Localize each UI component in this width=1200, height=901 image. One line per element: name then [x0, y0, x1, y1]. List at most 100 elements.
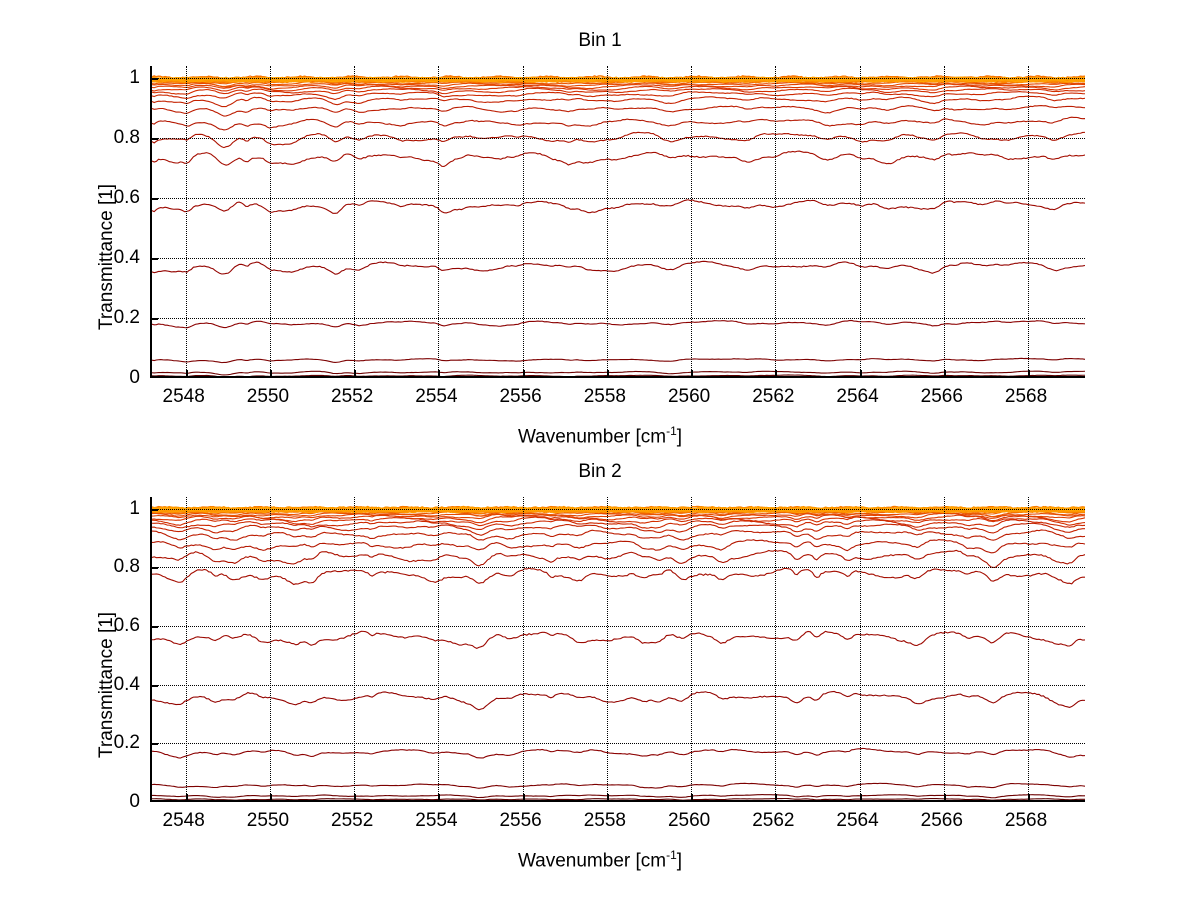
xtick-label: 2564	[836, 810, 879, 831]
spectrum-curve	[152, 567, 1085, 586]
panel-2-xlabel: Wavenumber [cm-1]	[0, 848, 1200, 872]
xtick-mark	[606, 370, 609, 376]
gridline-vertical	[691, 497, 693, 800]
gridline-horizontal	[152, 743, 1085, 745]
panel-1-xlabel: Wavenumber [cm-1]	[0, 424, 1200, 448]
gridline-vertical	[1028, 497, 1030, 800]
gridline-vertical	[775, 497, 777, 800]
xlabel-superscript: -1	[666, 848, 677, 862]
spectrum-curve	[152, 516, 1085, 527]
xtick-label: 2560	[667, 810, 711, 831]
xtick-mark	[859, 794, 862, 800]
xtick-mark	[775, 370, 778, 376]
panel-2-title: Bin 2	[578, 461, 622, 482]
gridline-vertical	[185, 66, 187, 376]
xlabel-base: Wavenumber [cm	[517, 426, 667, 448]
gridline-vertical	[269, 497, 271, 800]
xtick-mark	[691, 370, 694, 376]
xlabel-base: Wavenumber [cm	[517, 850, 667, 872]
gridline-vertical	[269, 66, 271, 376]
xtick-mark	[1028, 794, 1031, 800]
panel-2-curves	[152, 505, 1085, 802]
gridline-vertical	[943, 66, 945, 376]
xtick-mark	[269, 794, 272, 800]
xtick-mark	[354, 370, 357, 376]
xtick-label: 2566	[920, 810, 963, 831]
ytick-label: 0.2	[113, 732, 140, 754]
spectrum-curve	[152, 357, 1085, 364]
xtick-mark	[269, 370, 272, 376]
xtick-label: 2558	[583, 386, 626, 407]
spectrum-curve	[152, 797, 1085, 800]
spectrum-curve	[152, 539, 1085, 554]
gridline-vertical	[354, 497, 356, 800]
spectrum-curve	[152, 150, 1085, 168]
ytick-mark	[152, 508, 158, 511]
xtick-label: 2554	[415, 810, 458, 831]
gridline-vertical	[859, 66, 861, 376]
spectrum-curve	[152, 319, 1085, 329]
panel-1-curves	[152, 75, 1085, 376]
xtick-label: 2566	[920, 386, 963, 407]
gridline-horizontal	[152, 318, 1085, 319]
ytick-mark	[152, 684, 158, 687]
ytick-mark	[152, 626, 158, 629]
xtick-label: 2564	[836, 386, 879, 407]
ytick-label: 0	[129, 791, 140, 812]
gridline-vertical	[522, 497, 524, 800]
spectrum-curve	[152, 116, 1085, 131]
panel-2-plot-area	[150, 497, 1085, 802]
xtick-mark	[859, 370, 862, 376]
xtick-label: 2562	[752, 810, 795, 831]
spectrum-curve	[152, 782, 1085, 789]
gridline-vertical	[438, 497, 440, 800]
ytick-mark	[152, 318, 158, 320]
spectrum-curve	[152, 374, 1085, 376]
xtick-label: 2552	[331, 810, 374, 831]
spectrum-curve	[152, 630, 1085, 649]
xtick-label: 2548	[162, 810, 205, 831]
spectrum-curve	[152, 85, 1085, 92]
xtick-label: 2556	[499, 386, 542, 407]
spectrum-curve	[152, 529, 1085, 541]
ytick-mark	[152, 198, 158, 200]
xtick-label: 2562	[752, 386, 795, 407]
xtick-mark	[522, 794, 525, 800]
xtick-mark	[691, 794, 694, 800]
ytick-mark	[152, 138, 158, 140]
xtick-label: 2548	[162, 386, 205, 407]
spectrum-curve	[152, 519, 1085, 531]
spectrum-curve	[152, 549, 1085, 568]
ytick-label: 0.4	[113, 247, 140, 268]
spectrum-curve	[152, 522, 1085, 536]
gridline-horizontal	[152, 258, 1085, 259]
panel-1-plot-area	[150, 66, 1085, 378]
xlabel-tail: ]	[676, 426, 683, 448]
xtick-mark	[185, 794, 188, 800]
xtick-mark	[1028, 370, 1031, 376]
xtick-label: 2568	[1004, 810, 1048, 831]
spectrum-curve	[152, 794, 1085, 799]
gridline-vertical	[1028, 66, 1030, 376]
gridline-vertical	[691, 66, 693, 376]
gridline-horizontal	[152, 78, 1085, 79]
gridline-vertical	[522, 66, 524, 376]
xtick-mark	[522, 370, 525, 376]
spectrum-curve	[152, 514, 1085, 524]
ytick-label: 0	[129, 367, 140, 388]
xtick-label: 2568	[1004, 386, 1048, 407]
xtick-mark	[606, 794, 609, 800]
spectrum-curve	[152, 512, 1085, 520]
xlabel-tail: ]	[676, 850, 683, 872]
xtick-label: 2550	[246, 810, 290, 831]
xlabel-superscript: -1	[666, 424, 677, 438]
xtick-mark	[943, 370, 946, 376]
gridline-horizontal	[152, 684, 1085, 686]
spectrum-curve	[152, 801, 1085, 802]
xtick-mark	[775, 794, 778, 800]
xtick-mark	[943, 794, 946, 800]
ytick-mark	[152, 258, 158, 260]
gridline-vertical	[775, 66, 777, 376]
spectrum-curve	[152, 95, 1085, 108]
